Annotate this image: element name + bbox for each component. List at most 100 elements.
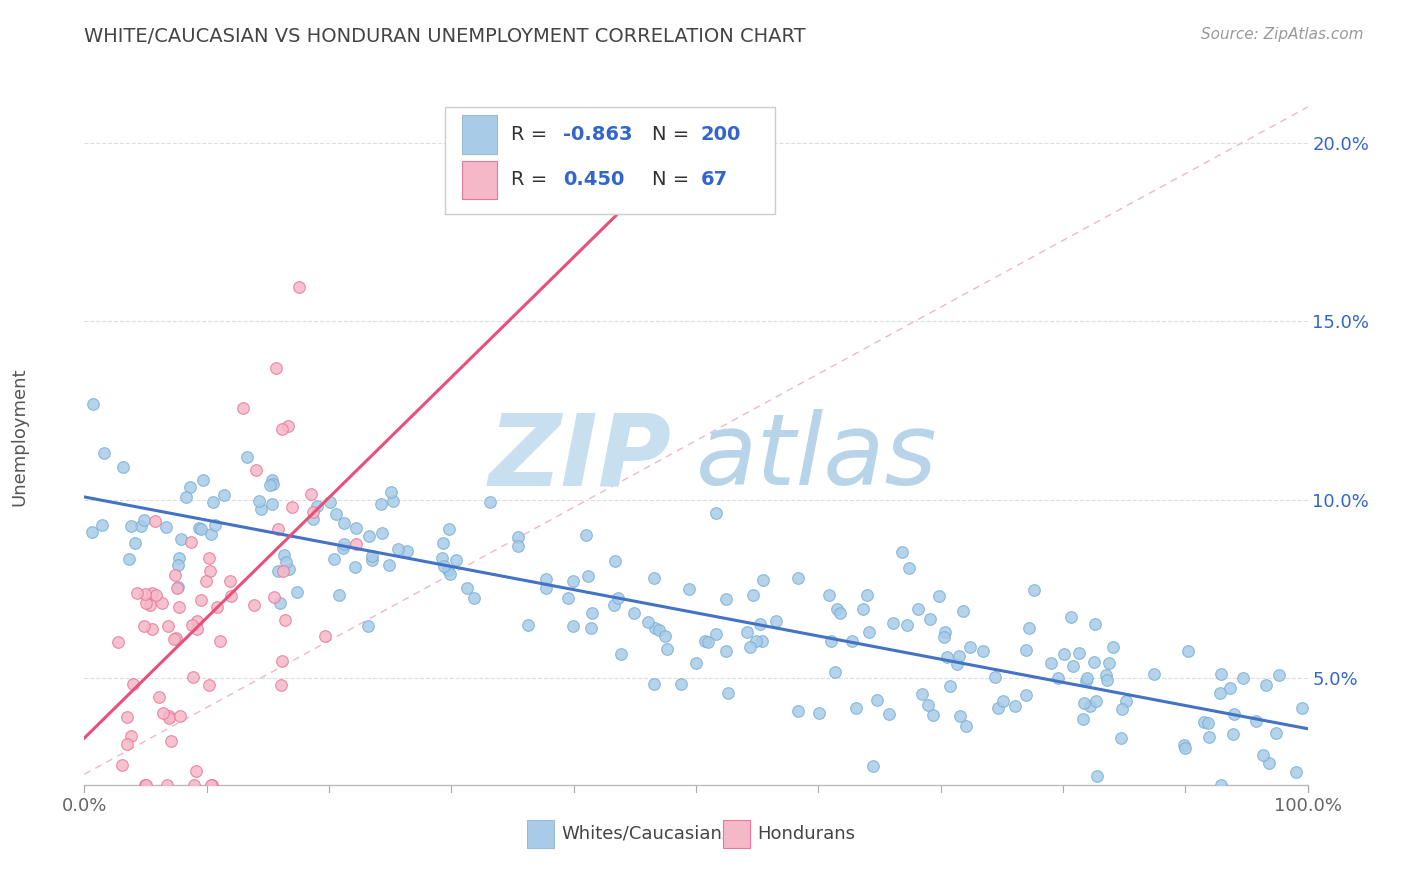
Point <box>866 693 889 707</box>
Point <box>281 500 304 515</box>
Point <box>741 588 763 602</box>
Text: R =: R = <box>512 125 554 144</box>
Bar <box>463 115 496 153</box>
Point <box>643 677 665 691</box>
Point <box>1046 671 1069 685</box>
Point <box>299 487 322 501</box>
Point <box>765 614 787 628</box>
Text: atlas: atlas <box>696 409 938 507</box>
Point <box>124 536 146 550</box>
Point <box>786 571 808 585</box>
Point <box>141 585 163 599</box>
Point <box>534 582 557 596</box>
Text: 0.450: 0.450 <box>562 170 624 189</box>
Point <box>157 619 180 633</box>
Point <box>145 588 167 602</box>
Point <box>752 574 775 588</box>
Point <box>917 698 939 712</box>
Point <box>938 679 960 693</box>
Point <box>322 551 344 566</box>
Point <box>166 581 188 595</box>
Point <box>841 634 863 648</box>
Point <box>269 595 291 609</box>
Point <box>148 690 170 704</box>
Point <box>285 584 308 599</box>
Point <box>198 551 221 566</box>
Point <box>808 706 831 720</box>
Point <box>167 558 190 572</box>
Point <box>273 565 295 579</box>
Point <box>200 564 222 578</box>
Point <box>825 602 848 616</box>
Point <box>740 640 762 655</box>
Point <box>918 612 941 626</box>
Point <box>945 657 967 671</box>
Point <box>143 514 166 528</box>
Point <box>277 418 299 433</box>
Point <box>984 670 1007 684</box>
Point <box>271 654 294 668</box>
Point <box>1073 696 1095 710</box>
Point <box>219 574 242 588</box>
Point <box>824 665 846 679</box>
Point <box>170 532 193 546</box>
Point <box>858 625 880 640</box>
Point <box>1209 778 1232 792</box>
Point <box>952 604 974 618</box>
Point <box>745 633 768 648</box>
Point <box>737 625 759 640</box>
Point <box>1209 685 1232 699</box>
Point <box>247 494 270 508</box>
Point <box>302 505 325 519</box>
Point <box>396 543 419 558</box>
Point <box>361 549 384 563</box>
Point <box>191 473 214 487</box>
Point <box>184 764 207 778</box>
Point <box>1040 656 1063 670</box>
Text: WHITE/CAUCASIAN VS HONDURAN UNEMPLOYMENT CORRELATION CHART: WHITE/CAUCASIAN VS HONDURAN UNEMPLOYMENT… <box>84 27 806 45</box>
Point <box>243 599 266 613</box>
Point <box>934 630 956 644</box>
Point <box>1251 748 1274 763</box>
Text: R =: R = <box>512 170 554 189</box>
Point <box>856 588 879 602</box>
Point <box>643 571 665 585</box>
Point <box>508 540 530 554</box>
Point <box>107 635 129 649</box>
Point <box>266 522 288 536</box>
Point <box>82 524 104 539</box>
Point <box>120 519 142 533</box>
Point <box>657 641 679 656</box>
Point <box>637 615 659 629</box>
Point <box>1062 659 1084 673</box>
Text: Hondurans: Hondurans <box>758 825 855 843</box>
Text: N =: N = <box>652 170 696 189</box>
Point <box>111 460 134 475</box>
Point <box>157 709 180 723</box>
Point <box>270 678 292 692</box>
Point <box>134 778 156 792</box>
Point <box>693 634 716 648</box>
Point <box>200 778 222 792</box>
Point <box>371 525 394 540</box>
Point <box>111 758 134 772</box>
Point <box>141 622 163 636</box>
Point <box>1174 740 1197 755</box>
Point <box>928 589 950 603</box>
Point <box>163 632 186 646</box>
Point <box>444 552 467 566</box>
Point <box>948 648 970 663</box>
Point <box>202 494 225 508</box>
Text: 200: 200 <box>700 125 741 144</box>
Point <box>115 737 138 751</box>
Point <box>562 574 585 589</box>
Point <box>120 730 142 744</box>
Point <box>704 627 727 641</box>
Point <box>236 450 259 464</box>
Point <box>1291 701 1313 715</box>
Point <box>1143 667 1166 681</box>
Point <box>186 622 208 636</box>
Point <box>1244 714 1267 728</box>
Point <box>370 498 392 512</box>
Point <box>187 521 209 535</box>
